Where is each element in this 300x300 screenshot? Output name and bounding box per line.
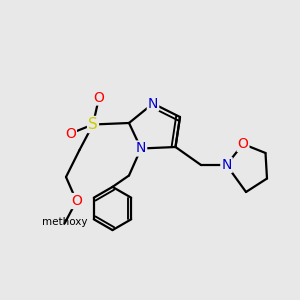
Text: methoxy: methoxy: [42, 217, 87, 227]
Text: O: O: [94, 91, 104, 104]
Text: O: O: [71, 194, 82, 208]
Text: N: N: [221, 158, 232, 172]
Text: N: N: [136, 142, 146, 155]
Text: S: S: [88, 117, 98, 132]
Text: O: O: [238, 137, 248, 151]
Text: O: O: [65, 127, 76, 140]
Text: N: N: [148, 97, 158, 110]
